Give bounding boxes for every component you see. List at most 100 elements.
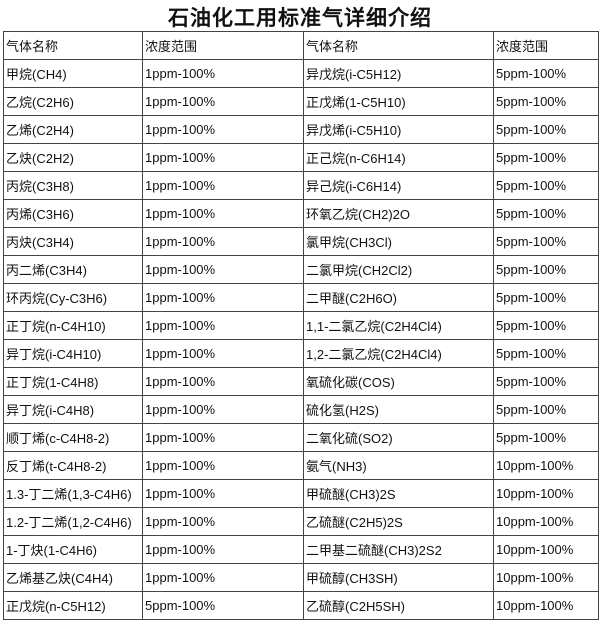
table-row: 反丁烯(t-C4H8-2) 1ppm-100% 氨气(NH3) 10ppm-100%	[3, 451, 599, 480]
gas-name-cell: 正丁烷(1-C4H8)	[3, 367, 143, 396]
table-row: 乙烯(C2H4) 1ppm-100% 异戊烯(i-C5H10) 5ppm-100%	[3, 115, 599, 144]
gas-name-cell: 正戊烷(n-C5H12)	[3, 591, 143, 620]
table-row: 1-丁炔(1-C4H6) 1ppm-100% 二甲基二硫醚(CH3)2S2 10ppm…	[3, 535, 599, 564]
table-row: 1.2-丁二烯(1,2-C4H6) 1ppm-100% 乙硫醚(C2H5)2S 10p…	[3, 507, 599, 536]
header-concentration-range: 浓度范围	[493, 31, 599, 60]
table-row: 1.3-丁二烯(1,3-C4H6) 1ppm-100% 甲硫醚(CH3)2S 10pp…	[3, 479, 599, 508]
concentration-cell: 5ppm-100%	[493, 143, 599, 172]
gas-name-cell: 反丁烯(t-C4H8-2)	[3, 451, 143, 480]
page-title: 石油化工用标准气详细介绍	[168, 5, 432, 30]
concentration-cell: 1ppm-100%	[142, 451, 304, 480]
concentration-cell: 5ppm-100%	[493, 255, 599, 284]
concentration-cell: 1ppm-100%	[142, 255, 304, 284]
table-row: 异丁烷(i-C4H10) 1ppm-100% 1,2-二氯乙烷(C2H4Cl4) 5p…	[3, 339, 599, 368]
concentration-cell: 5ppm-100%	[493, 87, 599, 116]
gas-name-cell: 环氧乙烷(CH2)2O	[303, 199, 494, 228]
concentration-cell: 1ppm-100%	[142, 115, 304, 144]
gas-name-cell: 顺丁烯(c-C4H8-2)	[3, 423, 143, 452]
concentration-cell: 1ppm-100%	[142, 367, 304, 396]
concentration-cell: 10ppm-100%	[493, 563, 599, 592]
header-gas-name: 气体名称	[303, 31, 494, 60]
concentration-cell: 1ppm-100%	[142, 563, 304, 592]
gas-name-cell: 正丁烷(n-C4H10)	[3, 311, 143, 340]
gas-name-cell: 乙烯基乙炔(C4H4)	[3, 563, 143, 592]
gas-name-cell: 1-丁炔(1-C4H6)	[3, 535, 143, 564]
concentration-cell: 10ppm-100%	[493, 535, 599, 564]
concentration-cell: 5ppm-100%	[493, 339, 599, 368]
concentration-cell: 10ppm-100%	[493, 591, 599, 620]
concentration-cell: 5ppm-100%	[493, 171, 599, 200]
gas-name-cell: 氧硫化碳(COS)	[303, 367, 494, 396]
gas-name-cell: 丙烷(C3H8)	[3, 171, 143, 200]
gas-name-cell: 1.2-丁二烯(1,2-C4H6)	[3, 507, 143, 536]
gas-name-cell: 二甲基二硫醚(CH3)2S2	[303, 535, 494, 564]
concentration-cell: 5ppm-100%	[493, 311, 599, 340]
gas-name-cell: 乙烯(C2H4)	[3, 115, 143, 144]
gas-name-cell: 1,2-二氯乙烷(C2H4Cl4)	[303, 339, 494, 368]
gas-name-cell: 氨气(NH3)	[303, 451, 494, 480]
gas-name-cell: 丙烯(C3H6)	[3, 199, 143, 228]
concentration-cell: 1ppm-100%	[142, 423, 304, 452]
concentration-cell: 1ppm-100%	[142, 171, 304, 200]
concentration-cell: 1ppm-100%	[142, 227, 304, 256]
header-concentration-range: 浓度范围	[142, 31, 304, 60]
concentration-cell: 1ppm-100%	[142, 199, 304, 228]
table-row: 顺丁烯(c-C4H8-2) 1ppm-100% 二氧化硫(SO2) 5ppm-100%	[3, 423, 599, 452]
table-row: 甲烷(CH4) 1ppm-100% 异戊烷(i-C5H12) 5ppm-100%	[3, 59, 599, 88]
table-row: 正丁烷(n-C4H10) 1ppm-100% 1,1-二氯乙烷(C2H4Cl4) 5p…	[3, 311, 599, 340]
table-row: 乙烯基乙炔(C4H4) 1ppm-100% 甲硫醇(CH3SH) 10ppm-100%	[3, 563, 599, 592]
gas-name-cell: 乙炔(C2H2)	[3, 143, 143, 172]
header-gas-name: 气体名称	[3, 31, 143, 60]
gas-name-cell: 异丁烷(i-C4H8)	[3, 395, 143, 424]
gas-name-cell: 环丙烷(Cy-C3H6)	[3, 283, 143, 312]
gas-name-cell: 异己烷(i-C6H14)	[303, 171, 494, 200]
concentration-cell: 10ppm-100%	[493, 479, 599, 508]
gas-name-cell: 乙烷(C2H6)	[3, 87, 143, 116]
concentration-cell: 5ppm-100%	[142, 591, 304, 620]
concentration-cell: 1ppm-100%	[142, 87, 304, 116]
gas-name-cell: 二氯甲烷(CH2Cl2)	[303, 255, 494, 284]
gas-name-cell: 甲硫醚(CH3)2S	[303, 479, 494, 508]
gas-name-cell: 异戊烷(i-C5H12)	[303, 59, 494, 88]
concentration-cell: 1ppm-100%	[142, 535, 304, 564]
concentration-cell: 5ppm-100%	[493, 423, 599, 452]
concentration-cell: 1ppm-100%	[142, 339, 304, 368]
concentration-cell: 5ppm-100%	[493, 227, 599, 256]
table-row: 环丙烷(Cy-C3H6) 1ppm-100% 二甲醚(C2H6O) 5ppm-100%	[3, 283, 599, 312]
gas-name-cell: 氯甲烷(CH3Cl)	[303, 227, 494, 256]
table-row: 乙烷(C2H6) 1ppm-100% 正戊烯(1-C5H10) 5ppm-100%	[3, 87, 599, 116]
table-row: 丙炔(C3H4) 1ppm-100% 氯甲烷(CH3Cl) 5ppm-100%	[3, 227, 599, 256]
concentration-cell: 10ppm-100%	[493, 451, 599, 480]
concentration-cell: 5ppm-100%	[493, 199, 599, 228]
concentration-cell: 5ppm-100%	[493, 395, 599, 424]
gas-name-cell: 正戊烯(1-C5H10)	[303, 87, 494, 116]
concentration-cell: 1ppm-100%	[142, 283, 304, 312]
concentration-cell: 1ppm-100%	[142, 395, 304, 424]
concentration-cell: 5ppm-100%	[493, 283, 599, 312]
concentration-cell: 1ppm-100%	[142, 59, 304, 88]
table-row: 正丁烷(1-C4H8) 1ppm-100% 氧硫化碳(COS) 5ppm-100%	[3, 367, 599, 396]
gas-name-cell: 异戊烯(i-C5H10)	[303, 115, 494, 144]
gas-name-cell: 二氧化硫(SO2)	[303, 423, 494, 452]
table-row: 正戊烷(n-C5H12) 5ppm-100% 乙硫醇(C2H5SH) 10ppm-10…	[3, 591, 599, 620]
gas-name-cell: 正己烷(n-C6H14)	[303, 143, 494, 172]
table-row: 乙炔(C2H2) 1ppm-100% 正己烷(n-C6H14) 5ppm-100%	[3, 143, 599, 172]
gas-name-cell: 二甲醚(C2H6O)	[303, 283, 494, 312]
concentration-cell: 5ppm-100%	[493, 115, 599, 144]
gas-name-cell: 1.3-丁二烯(1,3-C4H6)	[3, 479, 143, 508]
table-header-row: 气体名称 浓度范围 气体名称 浓度范围	[3, 31, 599, 60]
concentration-cell: 1ppm-100%	[142, 143, 304, 172]
table-row: 丙烷(C3H8) 1ppm-100% 异己烷(i-C6H14) 5ppm-100%	[3, 171, 599, 200]
gas-name-cell: 乙硫醚(C2H5)2S	[303, 507, 494, 536]
concentration-cell: 1ppm-100%	[142, 479, 304, 508]
gas-name-cell: 硫化氢(H2S)	[303, 395, 494, 424]
table-row: 丙二烯(C3H4) 1ppm-100% 二氯甲烷(CH2Cl2) 5ppm-100%	[3, 255, 599, 284]
gas-name-cell: 丙二烯(C3H4)	[3, 255, 143, 284]
gas-name-cell: 异丁烷(i-C4H10)	[3, 339, 143, 368]
gas-name-cell: 乙硫醇(C2H5SH)	[303, 591, 494, 620]
gas-name-cell: 甲烷(CH4)	[3, 59, 143, 88]
gas-name-cell: 甲硫醇(CH3SH)	[303, 563, 494, 592]
gas-name-cell: 丙炔(C3H4)	[3, 227, 143, 256]
concentration-cell: 10ppm-100%	[493, 507, 599, 536]
gas-name-cell: 1,1-二氯乙烷(C2H4Cl4)	[303, 311, 494, 340]
